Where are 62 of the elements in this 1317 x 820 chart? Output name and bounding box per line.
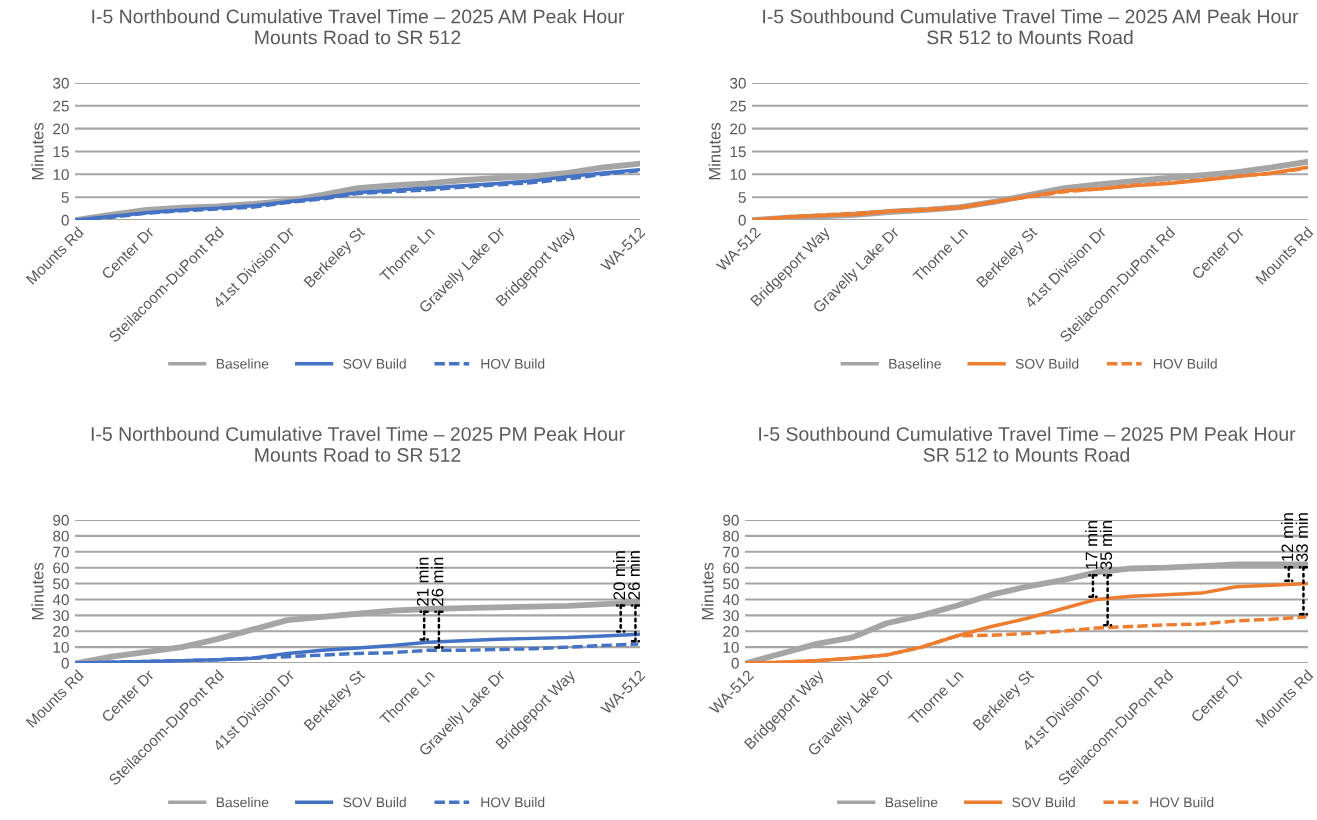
y-tick-label: 30 [723,610,739,622]
y-axis-title: Minutes [31,122,44,180]
y-tick-label: 10 [53,169,69,181]
y-tick-label: 80 [53,530,69,542]
y-tick-label: 0 [731,657,739,669]
y-tick-label: 20 [730,123,746,135]
y-tick-label: 0 [61,657,69,669]
y-tick-label: 20 [53,626,69,637]
legend-label: Baseline [216,797,269,808]
legend-label: SOV Build [343,358,406,369]
chart-title: I-5 Southbound Cumulative Travel Time – 2025 AM Peak Hour SR 512 to Mounts Road [763,9,1299,45]
y-tick-label: 5 [738,192,746,203]
annotation: 33 min [1295,513,1308,562]
y-tick-label: 5 [61,192,69,203]
y-tick-label: 10 [730,169,746,181]
y-tick-label: 60 [53,562,69,574]
legend-label: Baseline [216,358,269,369]
y-axis-title: Minutes [708,122,721,180]
y-tick-label: 10 [723,641,739,653]
y-tick-label: 60 [723,562,739,574]
legend-label: SOV Build [1012,797,1075,808]
y-tick-label: 0 [738,214,746,226]
annotation: 21 min [416,557,429,606]
y-tick-label: 50 [53,578,69,590]
y-tick-label: 10 [53,641,69,653]
y-tick-label: 30 [53,610,69,622]
annotation: 17 min [1085,521,1098,569]
y-tick-label: 40 [722,594,739,606]
legend-label: Baseline [889,358,941,369]
y-axis-title: Minutes [701,562,714,620]
annotation: 12 min [1281,513,1294,561]
legend-label: HOV Build [481,797,545,808]
legend-label: Baseline [885,797,938,808]
chart-title: I-5 Southbound Cumulative Travel Time – 2025 PM Peak Hour SR 512 to Mounts Road [759,426,1296,462]
annotation: 20 min [612,551,626,600]
y-tick-label: 15 [53,146,69,158]
legend-label: HOV Build [1153,358,1217,369]
annotation: 35 min [1099,521,1113,570]
legend-label: SOV Build [1015,358,1079,369]
y-tick-label: 25 [53,100,69,112]
y-tick-label: 70 [53,546,69,558]
y-tick-label: 30 [53,77,69,89]
y-tick-label: 40 [52,594,69,606]
y-tick-label: 50 [723,578,739,590]
y-axis-title: Minutes [31,562,44,620]
chart-title: I-5 Northbound Cumulative Travel Time – 2025 AM Peak Hour Mounts Road to SR 512 [92,9,625,45]
y-tick-label: 15 [730,146,746,158]
chart-title: I-5 Northbound Cumulative Travel Time – 2025 PM Peak Hour Mounts Road to SR 512 [91,426,625,462]
annotation: 26 min [431,557,444,606]
y-tick-label: 90 [53,514,69,526]
y-tick-label: 70 [723,546,739,558]
y-tick-label: 90 [723,514,739,526]
y-tick-label: 0 [61,214,69,226]
legend-label: HOV Build [481,358,545,369]
legend-label: SOV Build [343,797,406,808]
y-tick-label: 20 [53,123,69,135]
y-tick-label: 30 [730,77,746,89]
y-tick-label: 25 [730,100,746,112]
y-tick-label: 20 [723,626,739,637]
annotation: 26 min [627,551,640,600]
legend-label: HOV Build [1150,797,1214,808]
y-tick-label: 80 [723,530,739,542]
